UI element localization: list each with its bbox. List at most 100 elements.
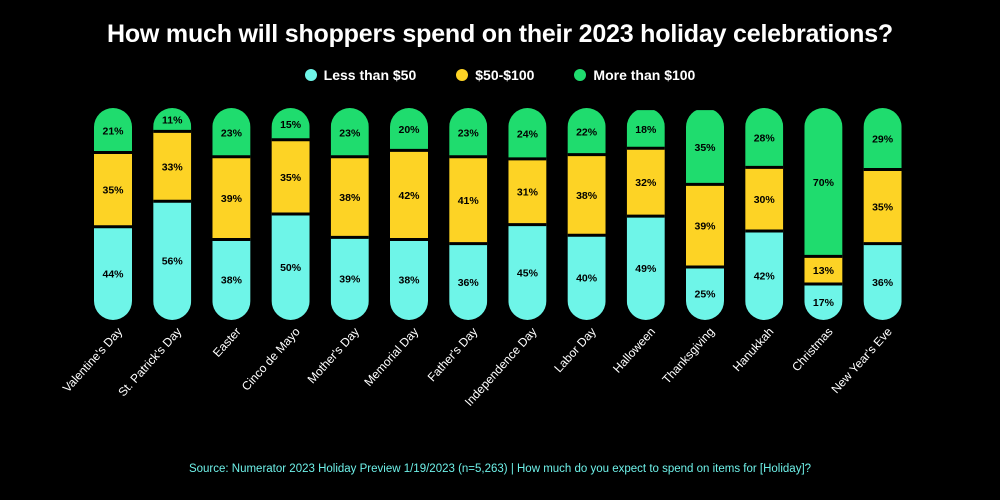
- x-tick-label-st-patrick-s-day: St. Patrick's Day: [115, 325, 184, 400]
- bar-group-memorial-day: [390, 108, 428, 320]
- bar-segment-mother-s-day-50-100: [330, 156, 369, 238]
- data-label-christmas-50-100: 13%: [813, 265, 835, 277]
- bar-segment-easter-50-100: [212, 156, 251, 240]
- x-tick-label-christmas: Christmas: [789, 325, 836, 375]
- legend-item-less-than-50: Less than $50: [304, 67, 416, 83]
- bar-segment-father-s-day-more-than-100: [449, 108, 488, 157]
- bar-segment-easter-less-than-50: [212, 239, 251, 320]
- data-label-new-year-s-eve-less-than-50: 36%: [872, 277, 894, 289]
- bar-segment-cinco-de-mayo-more-than-100: [271, 108, 310, 140]
- data-label-easter-less-than-50: 38%: [221, 275, 243, 287]
- bar-segment-christmas-50-100: [804, 256, 843, 284]
- bar-segment-thanksgiving-50-100: [686, 184, 724, 267]
- chart-title: How much will shoppers spend on their 20…: [107, 20, 893, 48]
- data-label-memorial-day-less-than-50: 38%: [398, 275, 420, 287]
- data-label-christmas-more-than-100: 70%: [813, 177, 835, 189]
- legend: Less than $50 $50-$100 More than $100: [0, 67, 1000, 83]
- bar-segment-valentine-s-day-50-100: [94, 152, 132, 227]
- x-tick-label-labor-day: Labor Day: [551, 325, 598, 376]
- data-label-halloween-less-than-50: 49%: [635, 263, 657, 275]
- data-label-valentine-s-day-50-100: 35%: [102, 185, 124, 197]
- data-label-thanksgiving-50-100: 39%: [694, 221, 716, 233]
- bar-segment-hanukkah-50-100: [745, 167, 784, 231]
- bar-segment-memorial-day-50-100: [390, 150, 428, 240]
- x-tick-label-valentine-s-day: Valentine's Day: [60, 325, 125, 395]
- bar-segment-memorial-day-less-than-50: [390, 239, 428, 320]
- bar-segment-hanukkah-more-than-100: [745, 108, 784, 168]
- data-label-st-patrick-s-day-50-100: 33%: [162, 161, 184, 173]
- data-label-memorial-day-50-100: 42%: [398, 190, 420, 202]
- bar-segment-st-patrick-s-day-50-100: [153, 131, 192, 202]
- data-label-memorial-day-more-than-100: 20%: [398, 124, 420, 136]
- bar-segment-halloween-more-than-100: [626, 110, 665, 149]
- data-label-easter-50-100: 39%: [221, 193, 243, 205]
- x-tick-label-mother-s-day: Mother's Day: [305, 325, 362, 387]
- data-label-valentine-s-day-less-than-50: 44%: [102, 268, 124, 280]
- bar-segment-easter-more-than-100: [212, 108, 251, 157]
- bar-group-easter: [212, 108, 251, 320]
- data-label-hanukkah-more-than-100: 28%: [754, 133, 776, 145]
- bar-group-cinco-de-mayo: [271, 108, 310, 320]
- x-tick-label-hanukkah: Hanukkah: [730, 325, 777, 375]
- bar-group-independence-day: [508, 108, 547, 320]
- x-tick-label-father-s-day: Father's Day: [425, 325, 481, 385]
- data-label-cinco-de-mayo-less-than-50: 50%: [280, 262, 302, 274]
- bar-segment-halloween-50-100: [626, 148, 665, 217]
- bar-segment-valentine-s-day-less-than-50: [94, 226, 132, 320]
- data-label-father-s-day-50-100: 41%: [458, 195, 480, 207]
- data-label-thanksgiving-more-than-100: 35%: [694, 142, 716, 154]
- x-tick-label-thanksgiving: Thanksgiving: [660, 325, 718, 387]
- bar-segment-new-year-s-eve-more-than-100: [863, 108, 902, 170]
- bar-group-st-patrick-s-day: [153, 108, 192, 320]
- data-label-new-year-s-eve-more-than-100: 29%: [872, 134, 894, 146]
- bar-segment-st-patrick-s-day-less-than-50: [153, 201, 192, 320]
- legend-dot-50-100: [456, 69, 469, 81]
- bar-group-father-s-day: [449, 108, 488, 320]
- x-tick-label-cinco-de-mayo: Cinco de Mayo: [239, 324, 303, 393]
- bar-segment-mother-s-day-less-than-50: [330, 237, 369, 320]
- data-label-labor-day-more-than-100: 22%: [576, 126, 598, 138]
- data-label-cinco-de-mayo-50-100: 35%: [280, 172, 302, 184]
- data-label-hanukkah-50-100: 30%: [754, 194, 776, 206]
- legend-label-more-than-100: More than $100: [593, 67, 696, 83]
- bar-segment-cinco-de-mayo-less-than-50: [271, 214, 310, 320]
- x-tick-label-halloween: Halloween: [610, 325, 658, 376]
- legend-dot-more-than-100: [574, 69, 587, 81]
- bar-segment-independence-day-less-than-50: [508, 224, 547, 320]
- bar-segment-father-s-day-50-100: [449, 156, 488, 244]
- bar-segment-christmas-less-than-50: [804, 283, 843, 320]
- bar-group-labor-day: [567, 108, 606, 320]
- data-label-mother-s-day-less-than-50: 39%: [339, 274, 361, 286]
- data-label-labor-day-less-than-50: 40%: [576, 273, 598, 285]
- bar-segment-thanksgiving-more-than-100: [686, 110, 724, 185]
- x-tick-label-memorial-day: Memorial Day: [361, 325, 421, 389]
- data-label-cinco-de-mayo-more-than-100: 15%: [280, 119, 302, 131]
- data-label-st-patrick-s-day-less-than-50: 56%: [162, 256, 184, 268]
- bar-segment-labor-day-more-than-100: [567, 108, 606, 155]
- bar-segment-new-year-s-eve-50-100: [863, 169, 902, 244]
- bar-segment-independence-day-50-100: [508, 158, 547, 225]
- bar-group-valentine-s-day: [94, 108, 132, 320]
- legend-label-50-100: $50-$100: [475, 67, 535, 83]
- bar-group-thanksgiving: [686, 110, 724, 320]
- data-label-thanksgiving-less-than-50: 25%: [694, 289, 716, 301]
- bar-segment-father-s-day-less-than-50: [449, 243, 488, 320]
- bar-segment-halloween-less-than-50: [626, 216, 665, 320]
- data-label-mother-s-day-50-100: 38%: [339, 192, 361, 204]
- data-label-independence-day-more-than-100: 24%: [517, 128, 539, 140]
- bar-segment-independence-day-more-than-100: [508, 108, 547, 159]
- legend-item-50-100: $50-$100: [456, 67, 534, 83]
- legend-dot-less-than-50: [304, 69, 317, 81]
- data-label-mother-s-day-more-than-100: 23%: [339, 127, 361, 139]
- bar-group-hanukkah: [745, 108, 784, 320]
- source-note: Source: Numerator 2023 Holiday Preview 1…: [188, 463, 812, 475]
- x-tick-label-new-year-s-eve: New Year's Eve: [828, 324, 895, 396]
- data-label-easter-more-than-100: 23%: [221, 127, 243, 139]
- data-label-st-patrick-s-day-more-than-100: 11%: [162, 115, 183, 127]
- bar-segment-thanksgiving-less-than-50: [686, 267, 724, 320]
- bar-segment-cinco-de-mayo-50-100: [271, 139, 310, 214]
- legend-item-more-than-100: More than $100: [574, 67, 695, 83]
- x-tick-label-easter: Easter: [210, 325, 244, 360]
- data-label-hanukkah-less-than-50: 42%: [754, 270, 776, 282]
- bar-segment-valentine-s-day-more-than-100: [94, 108, 132, 153]
